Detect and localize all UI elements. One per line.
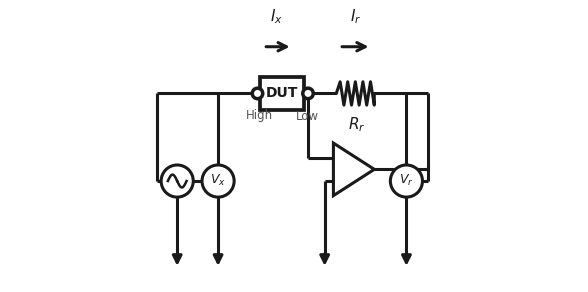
Text: Low: Low <box>296 110 319 123</box>
Circle shape <box>202 165 234 197</box>
Text: $V_x$: $V_x$ <box>210 173 226 188</box>
Circle shape <box>252 88 263 99</box>
Polygon shape <box>333 143 375 196</box>
Text: $I_r$: $I_r$ <box>350 8 361 26</box>
Text: $V_r$: $V_r$ <box>399 173 414 188</box>
Bar <box>260 77 304 110</box>
Circle shape <box>303 88 313 99</box>
Text: DUT: DUT <box>266 86 299 100</box>
Text: High: High <box>245 110 272 123</box>
Text: $R_r$: $R_r$ <box>348 115 366 134</box>
Circle shape <box>390 165 423 197</box>
Circle shape <box>161 165 193 197</box>
Text: $I_x$: $I_x$ <box>270 8 283 26</box>
